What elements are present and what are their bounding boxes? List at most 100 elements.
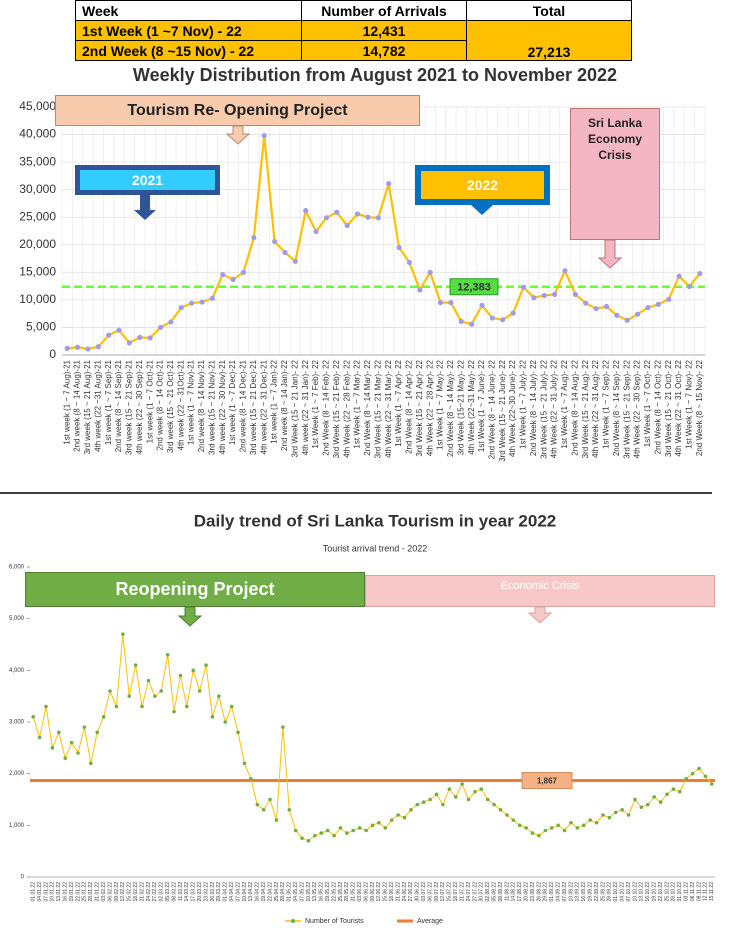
x-tick-label: 01.10.22 <box>613 882 619 902</box>
data-point <box>116 327 122 333</box>
x-tick-label: 15.06.22 <box>383 882 389 902</box>
data-point <box>575 826 580 830</box>
data-point <box>665 792 669 797</box>
data-point <box>415 802 420 807</box>
data-point <box>323 215 330 221</box>
data-point <box>63 756 68 760</box>
data-point <box>614 312 620 318</box>
x-tick-label: 12.06.22 <box>376 882 382 902</box>
y-tick-label: 5,000 <box>26 320 56 334</box>
data-point <box>448 300 454 306</box>
x-tick-label: 16.05.22 <box>319 882 325 902</box>
x-tick-label: 28.09.22 <box>607 882 613 902</box>
x-tick-label: 1st week (1 ~ 7 Nov)-21 <box>187 359 196 445</box>
data-point <box>645 305 651 311</box>
data-point <box>332 833 336 838</box>
y-tick-label: 0 <box>49 347 56 361</box>
x-tick-label: 25.01.22 <box>82 882 88 902</box>
x-tick-label: 19.05.22 <box>325 882 331 902</box>
x-tick-label: 18.07.22 <box>453 882 459 902</box>
data-point <box>95 730 100 735</box>
legend-label: Number of Tourists <box>305 918 364 925</box>
x-tick-label: 17.08.22 <box>517 882 523 902</box>
data-point <box>325 828 330 833</box>
annotation-arrow <box>597 239 623 269</box>
data-point <box>624 317 630 323</box>
x-tick-label: 27.02.22 <box>152 882 158 902</box>
data-point <box>191 668 196 673</box>
data-point <box>274 818 279 822</box>
data-point <box>354 211 361 217</box>
table-row: 1st Week (1 ~7 Nov) - 22 12,431 27,213 <box>75 20 632 61</box>
data-point <box>386 181 392 187</box>
x-tick-label: 4th Week (22 ~ 28 Apr)- 22 <box>425 359 434 456</box>
data-point <box>189 300 195 306</box>
x-tick-label: 15.11.22 <box>709 882 715 901</box>
data-point <box>351 828 356 833</box>
x-tick-label: 03.06.22 <box>357 882 363 902</box>
x-tick-label: 1st week (1 ~ 7 Jan)-22 <box>270 359 279 443</box>
x-tick-label: 24.07.22 <box>466 882 472 902</box>
x-tick-label: 16.10.22 <box>645 882 651 902</box>
data-point <box>594 820 599 825</box>
x-tick-label: 06.11.22 <box>690 882 696 901</box>
x-tick-label: 07.04.22 <box>235 882 241 902</box>
data-point <box>74 344 81 350</box>
data-point <box>634 311 641 317</box>
x-tick-label: 3rd week (15 ~ 21 Dec)-21 <box>249 359 258 454</box>
data-point <box>524 826 528 830</box>
data-point <box>603 303 610 310</box>
annotation: 2021 <box>75 165 220 195</box>
y-tick-label: 30,000 <box>19 182 56 196</box>
data-point <box>165 653 170 657</box>
data-point <box>537 833 541 838</box>
data-point <box>126 340 133 346</box>
x-tick-label: 16.01.22 <box>63 882 69 902</box>
data-point <box>690 771 695 776</box>
data-point <box>639 805 644 810</box>
x-tick-label: 27.06.22 <box>408 882 414 902</box>
x-tick-label: 2nd week (8 ~ 14 Sep)-21 <box>114 359 123 452</box>
data-point <box>549 826 554 830</box>
table-row: 2nd Week (8 ~15 Nov) - 22 14,782 <box>75 40 632 61</box>
data-point <box>437 300 444 306</box>
data-point <box>588 818 592 822</box>
x-tick-label: 26.03.22 <box>210 882 216 902</box>
data-point <box>409 808 413 812</box>
data-point <box>178 305 184 311</box>
data-point <box>64 345 70 351</box>
data-point <box>562 828 567 833</box>
y-tick-label: 20,000 <box>19 237 56 251</box>
data-point <box>153 694 157 698</box>
data-point <box>510 310 516 316</box>
data-point <box>517 823 522 828</box>
annotation-arrow <box>225 125 251 145</box>
x-tick-label: 12.02.22 <box>120 882 126 902</box>
data-point <box>531 295 537 301</box>
data-point <box>541 292 547 299</box>
x-tick-label: 3rd Week (15 ~ 21 Aug)- 22 <box>581 359 590 458</box>
x-tick-label: 08.03.22 <box>171 882 177 902</box>
x-tick-label: 3rd Week (15 ~ 21 Mar)- 22 <box>373 359 382 458</box>
x-tick-label: 19.09.22 <box>587 882 593 902</box>
x-tick-label: 3rd Week (15~21 May)- 22 <box>456 359 465 455</box>
data-point <box>249 777 253 781</box>
x-tick-label: 03.11.22 <box>684 882 690 901</box>
x-tick-label: 02.03.22 <box>159 882 165 902</box>
x-tick-label: 2nd Week (8 ~ 14 June)- 22 <box>488 359 497 459</box>
data-point <box>428 797 432 802</box>
x-tick-label: 16.04.22 <box>255 882 261 902</box>
x-tick-label: 07.05.22 <box>299 882 305 902</box>
x-tick-label: 4th Week (22 ~ 28 Feb)- 22 <box>342 359 351 457</box>
summary-table: Week Number of Arrivals Total 1st Week (… <box>75 0 632 61</box>
data-point <box>57 730 61 735</box>
x-tick-label: 27.07.22 <box>472 882 478 902</box>
x-tick-label: 13.09.22 <box>575 882 581 902</box>
average-label-box <box>449 278 499 296</box>
x-tick-label: 11.03.22 <box>178 882 184 901</box>
data-point <box>31 715 36 719</box>
data-point <box>676 273 682 279</box>
x-tick-label: 3rd Week (15 ~ 21 Jan)- 22 <box>290 359 299 457</box>
x-tick-label: 2nd week (8 ~ 14 Jan)-22 <box>280 359 289 450</box>
